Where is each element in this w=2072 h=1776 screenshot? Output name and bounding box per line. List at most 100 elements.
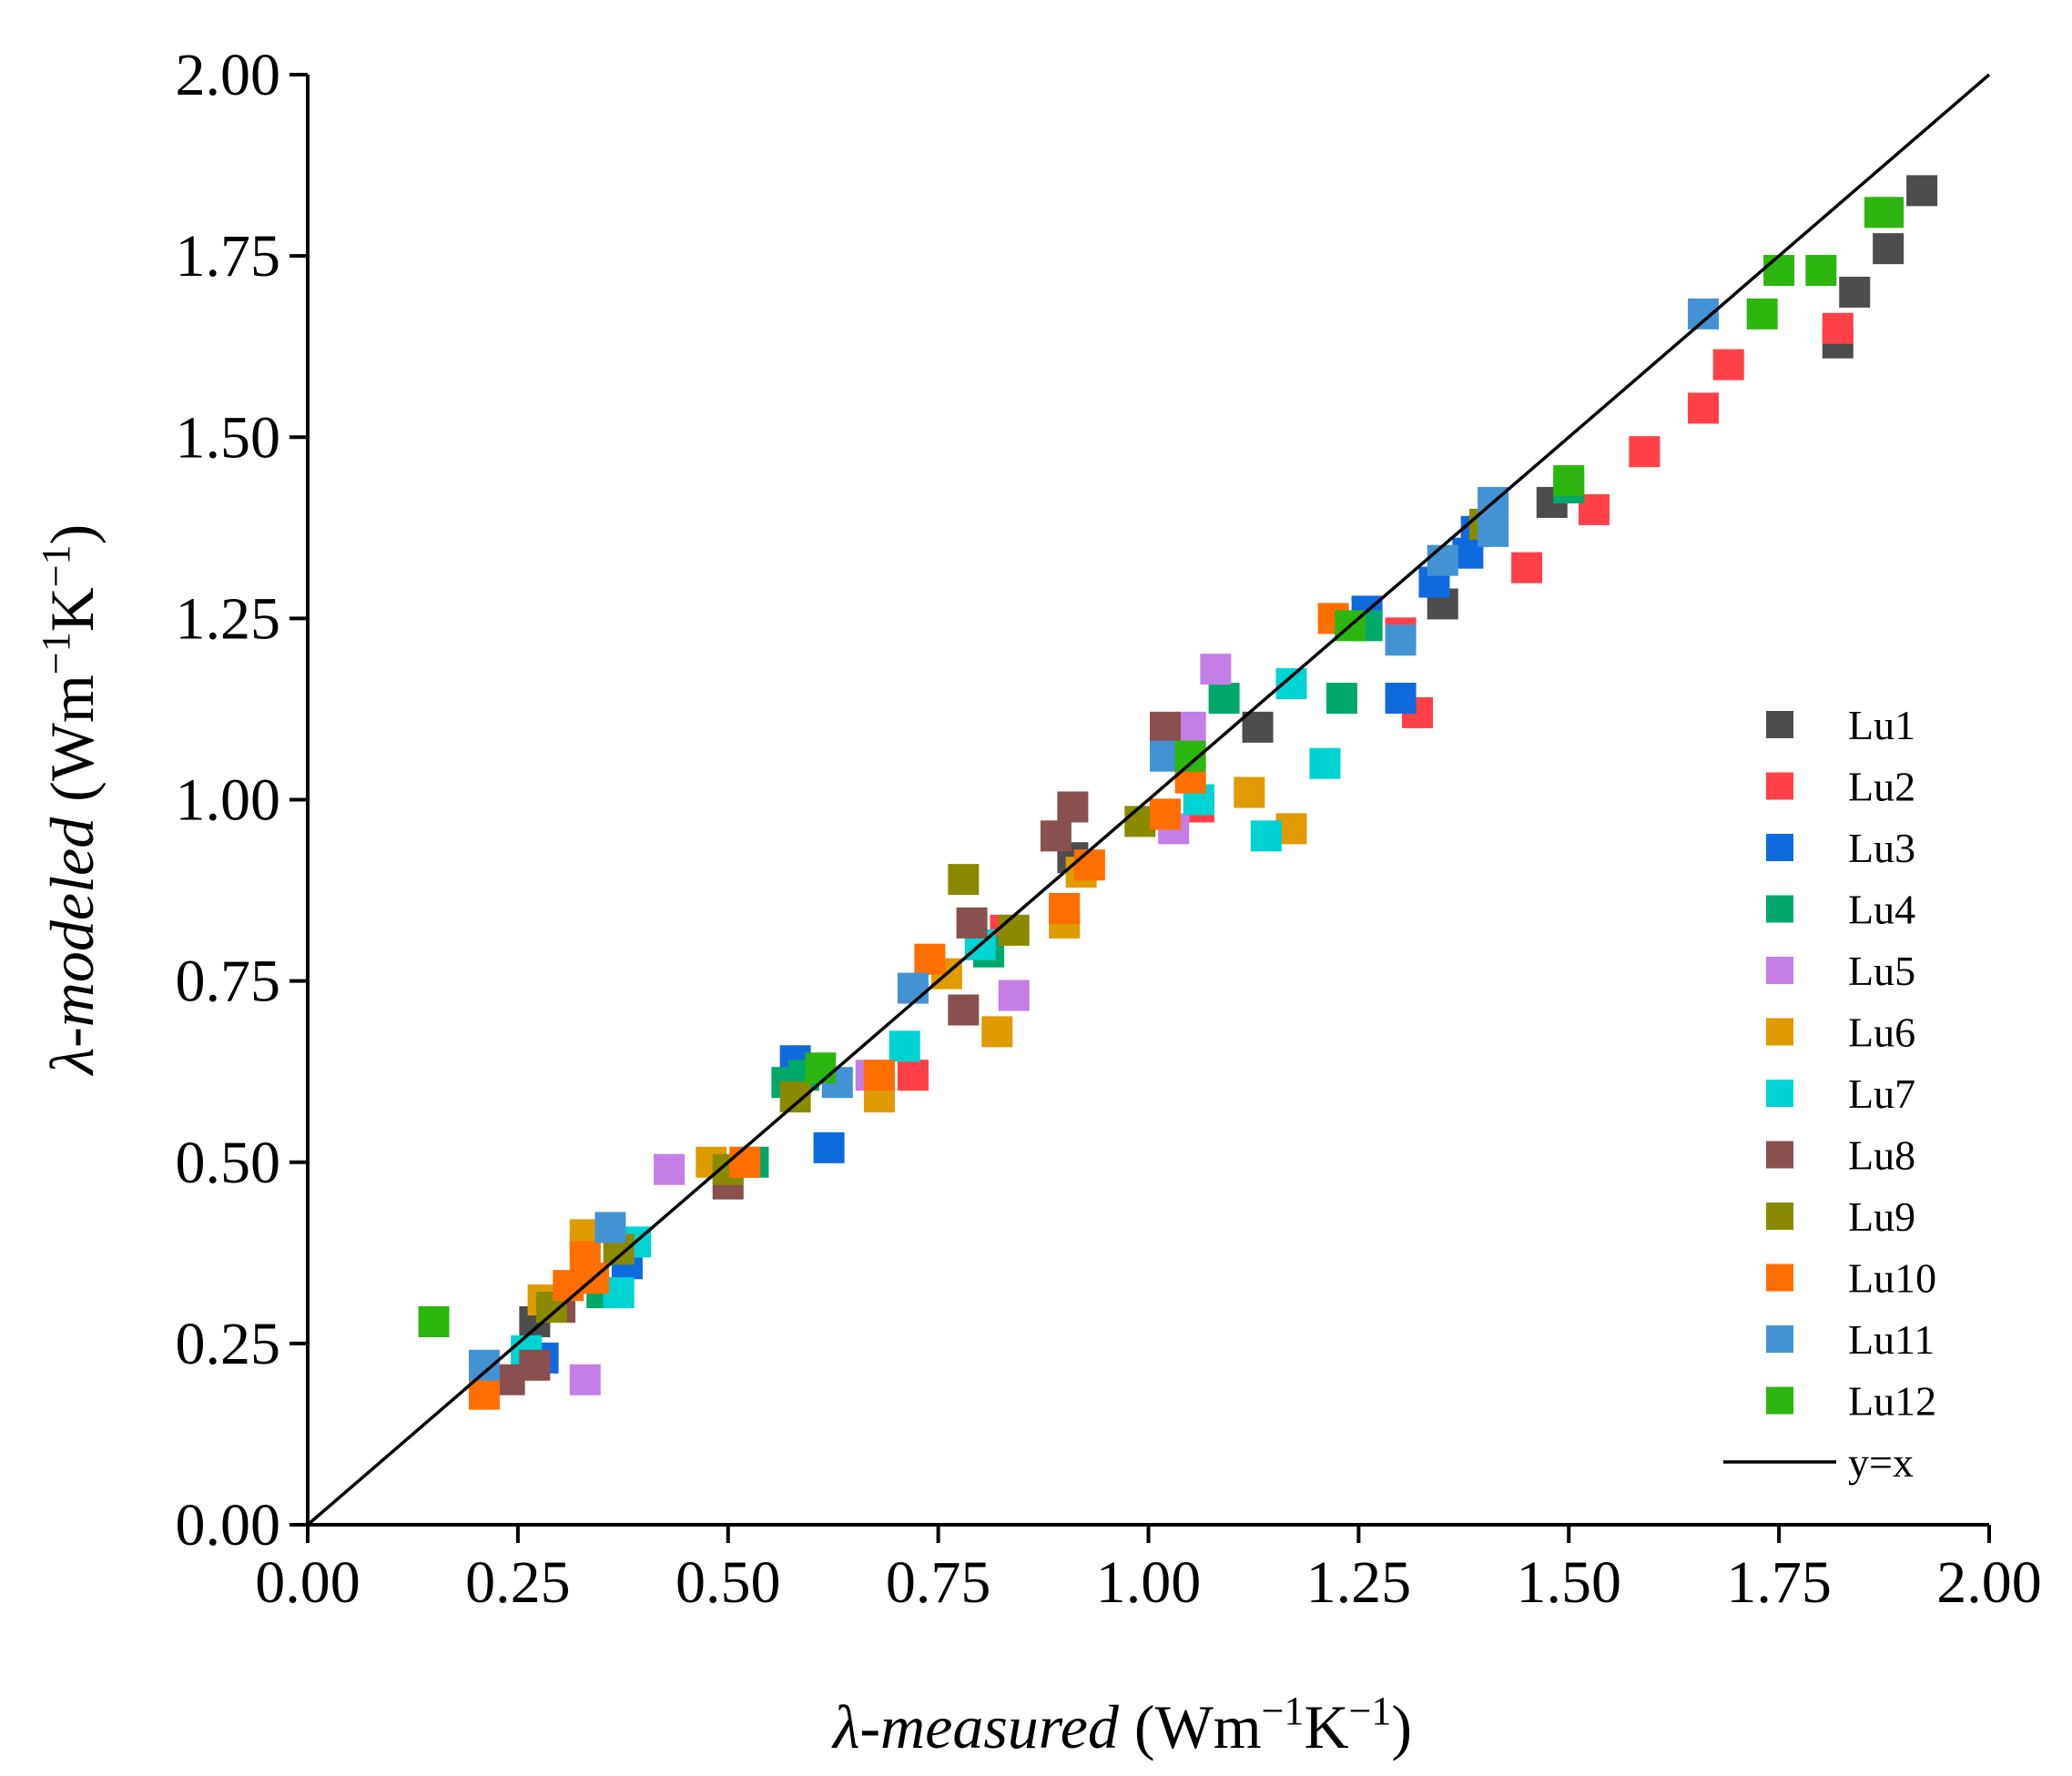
data-point-lu1 — [1839, 276, 1871, 308]
data-point-lu1 — [1906, 175, 1938, 207]
data-point-lu12 — [1746, 298, 1778, 330]
reference-line-y-equals-x — [306, 73, 1991, 1527]
data-point-lu10 — [729, 1146, 761, 1178]
data-point-lu7 — [1250, 820, 1282, 852]
data-point-lu2 — [1629, 436, 1661, 468]
x-tick-label: 1.75 — [1726, 1549, 1832, 1616]
y-axis-title-exp1: −1 — [34, 632, 78, 675]
data-point-lu8 — [519, 1349, 551, 1381]
data-point-lu11 — [1478, 515, 1509, 547]
data-point-lu5 — [569, 1364, 601, 1395]
y-tick-label: 0.50 — [176, 1130, 281, 1196]
legend-label-lu11: Lu11 — [1848, 1316, 1935, 1363]
x-tick-label: 2.00 — [1936, 1549, 2042, 1616]
legend-swatch-lu3 — [1766, 834, 1793, 861]
legend-swatch-lu11 — [1766, 1325, 1793, 1353]
y-axis-title-name: -modeled — [37, 817, 107, 1048]
x-tick-label: 1.00 — [1096, 1549, 1202, 1616]
legend-swatch-lu2 — [1766, 772, 1793, 800]
plot-area — [306, 73, 1991, 1527]
data-point-lu6 — [981, 1016, 1013, 1048]
x-tick-label: 0.00 — [255, 1549, 361, 1616]
legend: Lu1 Lu2 Lu3 Lu4 Lu5 Lu6 Lu7 Lu8 Lu9 Lu10 Lu11 Lu12 y… — [1723, 702, 1936, 1486]
legend-label-lu3: Lu3 — [1848, 825, 1915, 871]
data-point-lu1 — [1242, 711, 1274, 743]
data-point-lu11 — [594, 1212, 626, 1243]
legend-swatch-lu7 — [1766, 1080, 1793, 1107]
data-point-lu2 — [1822, 312, 1854, 344]
y-axis-title-close: ) — [37, 524, 107, 545]
data-point-lu9 — [948, 864, 980, 896]
data-point-lu1 — [1873, 233, 1904, 265]
data-point-lu11 — [1385, 624, 1417, 656]
legend-swatch-lu6 — [1766, 1018, 1793, 1046]
data-point-lu12 — [805, 1052, 837, 1084]
data-point-lu2 — [897, 1060, 929, 1091]
y-tick-label: 1.75 — [176, 223, 281, 289]
data-point-lu2 — [1712, 349, 1744, 381]
legend-swatch-lu4 — [1766, 895, 1793, 923]
y-axis-title-unit: (Wm — [37, 675, 107, 817]
legend-swatch-lu10 — [1766, 1263, 1793, 1292]
series-lu11 — [468, 298, 1720, 1381]
data-point-lu10 — [863, 1060, 895, 1091]
data-point-lu7 — [889, 1030, 920, 1062]
data-point-lu8 — [1057, 791, 1089, 823]
data-point-lu4 — [1325, 682, 1357, 714]
x-axis-title-name: -measured — [859, 1692, 1120, 1761]
data-point-lu5 — [1200, 654, 1232, 685]
y-tick-label: 2.00 — [176, 42, 281, 108]
x-tick-label: 0.75 — [886, 1549, 991, 1616]
series-lu10 — [468, 603, 1349, 1410]
y-tick-label: 1.00 — [176, 767, 281, 834]
y-axis-ticks: 0.00 0.25 0.50 0.75 1.00 1.25 1.50 1.75 2.00 — [176, 42, 308, 1558]
y-tick-label: 0.25 — [176, 1311, 281, 1377]
x-axis-title-unit: (Wm — [1119, 1692, 1262, 1761]
x-axis-title: λ-measured (Wm−1K−1) — [831, 1689, 1412, 1761]
series-lu2 — [897, 312, 1854, 1091]
data-point-lu12 — [1873, 197, 1904, 228]
data-point-lu9 — [998, 914, 1030, 946]
legend-label-lu12: Lu12 — [1848, 1378, 1936, 1425]
legend-label-lu4: Lu4 — [1848, 887, 1915, 933]
legend-label-lu8: Lu8 — [1848, 1132, 1915, 1179]
x-axis-title-exp1: −1 — [1262, 1689, 1305, 1733]
series-lu5 — [569, 654, 1232, 1395]
x-axis-title-exp2: −1 — [1349, 1689, 1392, 1733]
data-point-lu10 — [914, 943, 946, 975]
data-point-lu12 — [1763, 255, 1795, 287]
x-tick-label: 1.50 — [1517, 1549, 1622, 1616]
x-axis-title-unit2: K — [1304, 1692, 1348, 1761]
legend-label-y-equals-x: y=x — [1848, 1439, 1914, 1486]
data-point-lu10 — [1073, 849, 1105, 881]
data-point-lu8 — [948, 994, 980, 1026]
x-axis-title-symbol: λ — [831, 1692, 859, 1761]
legend-label-lu1: Lu1 — [1848, 702, 1915, 748]
legend-swatch-lu8 — [1766, 1141, 1793, 1169]
y-tick-label: 0.75 — [176, 949, 281, 1015]
legend-swatch-lu5 — [1766, 957, 1793, 984]
y-axis-title-exp2: −1 — [34, 544, 78, 587]
data-point-lu3 — [813, 1132, 845, 1163]
legend-label-lu2: Lu2 — [1848, 764, 1915, 810]
x-axis-title-close: ) — [1391, 1692, 1412, 1761]
legend-label-lu9: Lu9 — [1848, 1193, 1915, 1240]
data-point-lu10 — [1149, 798, 1181, 830]
data-point-lu10 — [1049, 892, 1081, 924]
data-point-lu12 — [418, 1305, 450, 1337]
legend-swatch-lu1 — [1766, 711, 1793, 738]
legend-label-lu5: Lu5 — [1848, 948, 1915, 994]
data-point-lu6 — [1234, 776, 1265, 808]
x-axis-ticks: 0.00 0.25 0.50 0.75 1.00 1.25 1.50 1.75 2.00 — [255, 1525, 2042, 1616]
y-tick-label: 0.00 — [176, 1492, 281, 1558]
data-point-lu11 — [897, 972, 929, 1004]
legend-label-lu7: Lu7 — [1848, 1071, 1915, 1117]
legend-swatch-lu12 — [1766, 1386, 1793, 1415]
legend-label-lu6: Lu6 — [1848, 1010, 1915, 1056]
data-point-lu5 — [998, 979, 1030, 1011]
data-point-lu4 — [1208, 682, 1240, 714]
data-point-lu2 — [1511, 552, 1543, 584]
data-point-lu11 — [1427, 544, 1458, 576]
data-point-lu12 — [1553, 465, 1585, 497]
